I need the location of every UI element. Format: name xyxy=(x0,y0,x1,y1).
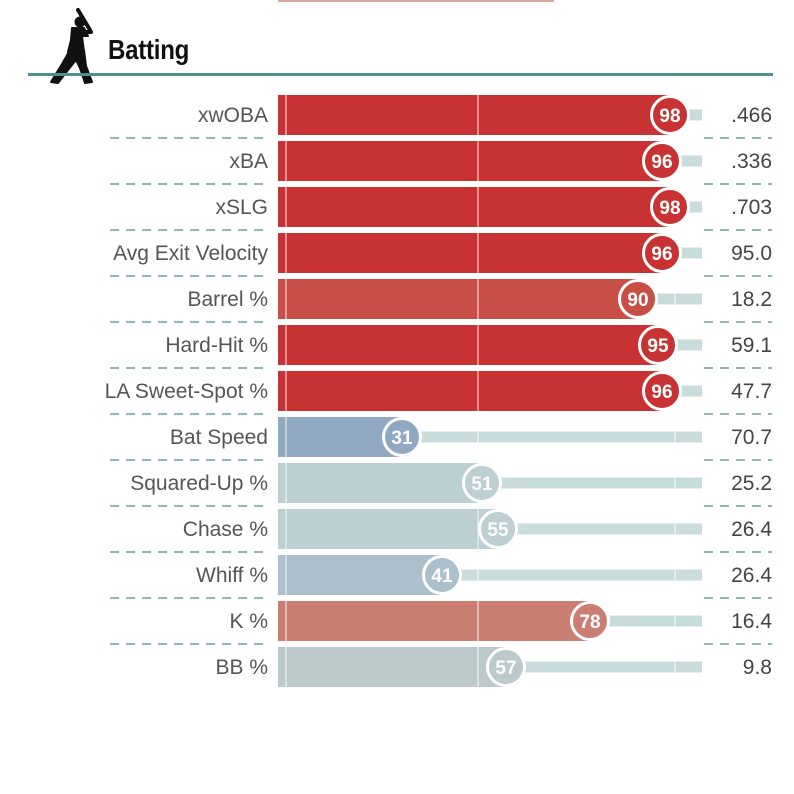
chart-row: 55 Chase % 26.4 xyxy=(183,509,772,549)
percentile-bar xyxy=(278,141,662,181)
chart-row: 98 xSLG .703 xyxy=(215,187,772,227)
percentile-bar xyxy=(278,279,638,319)
percentile-bar xyxy=(278,647,506,687)
percentile-marker xyxy=(618,279,658,319)
percentile-bar xyxy=(278,95,670,135)
chart-row: 96 xBA .336 xyxy=(229,141,772,181)
percentile-bar xyxy=(278,463,482,503)
chart-row: 78 K % 16.4 xyxy=(229,601,772,641)
percentile-marker xyxy=(462,463,502,503)
metric-value: 9.8 xyxy=(743,656,772,679)
percentile-label: 98 xyxy=(659,106,680,127)
percentile-label: 96 xyxy=(651,382,672,403)
metric-value: 18.2 xyxy=(731,288,772,311)
chart-row: 51 Squared-Up % 25.2 xyxy=(130,463,772,503)
metric-label: Bat Speed xyxy=(170,426,268,449)
percentile-marker xyxy=(486,647,526,687)
metric-label: LA Sweet-Spot % xyxy=(105,380,268,403)
percentile-bar xyxy=(278,187,670,227)
percentile-marker xyxy=(422,555,462,595)
row-separators xyxy=(110,137,772,645)
percentile-bar xyxy=(278,417,402,457)
percentile-marker xyxy=(642,141,682,181)
percentile-label: 55 xyxy=(487,520,509,541)
percentile-label: 96 xyxy=(651,244,672,265)
top-divider xyxy=(278,0,554,2)
metric-value: 95.0 xyxy=(731,242,772,265)
percentile-bar xyxy=(278,233,662,273)
metric-value: .466 xyxy=(731,104,772,127)
metric-label: xBA xyxy=(229,150,268,173)
header-rule xyxy=(28,73,773,76)
metric-value: .336 xyxy=(731,150,772,173)
percentile-bar xyxy=(278,509,498,549)
metric-label: Avg Exit Velocity xyxy=(113,242,268,265)
chart-row: 95 Hard-Hit % 59.1 xyxy=(165,325,772,365)
metric-label: Barrel % xyxy=(187,288,268,311)
metric-value: 47.7 xyxy=(731,380,772,403)
chart-row: 96 LA Sweet-Spot % 47.7 xyxy=(105,371,772,411)
percentile-label: 31 xyxy=(391,428,413,449)
percentile-marker xyxy=(642,371,682,411)
percentile-label: 57 xyxy=(495,658,516,679)
metric-label: Squared-Up % xyxy=(130,472,268,495)
chart-rows: 98 xwOBA .466 96 xBA .336 98 xSLG .703 96 Avg Exit… xyxy=(105,95,772,687)
percentile-label: 51 xyxy=(471,474,493,495)
metric-value: 26.4 xyxy=(731,518,772,541)
section-title: Batting xyxy=(108,34,190,65)
metric-label: xwOBA xyxy=(198,104,268,127)
percentile-marker xyxy=(650,187,690,227)
metric-value: 59.1 xyxy=(731,334,772,357)
metric-label: K % xyxy=(229,610,268,633)
metric-label: Hard-Hit % xyxy=(165,334,268,357)
metric-label: Chase % xyxy=(183,518,268,541)
metric-label: xSLG xyxy=(215,196,268,219)
percentile-marker xyxy=(478,509,518,549)
percentile-label: 96 xyxy=(651,152,672,173)
section-header: Batting xyxy=(28,0,774,84)
chart-row: 96 Avg Exit Velocity 95.0 xyxy=(113,233,772,273)
percentile-marker xyxy=(382,417,422,457)
percentile-bar xyxy=(278,325,658,365)
metric-label: BB % xyxy=(215,656,268,679)
percentile-bar xyxy=(278,371,662,411)
percentile-bar xyxy=(278,555,442,595)
percentile-marker xyxy=(642,233,682,273)
metric-label: Whiff % xyxy=(196,564,268,587)
metric-value: 26.4 xyxy=(731,564,772,587)
chart-row: 98 xwOBA .466 xyxy=(198,95,772,135)
percentile-label: 98 xyxy=(659,198,680,219)
percentile-marker xyxy=(570,601,610,641)
metric-value: 70.7 xyxy=(731,426,772,449)
chart-row: 90 Barrel % 18.2 xyxy=(187,279,772,319)
metric-value: 25.2 xyxy=(731,472,772,495)
percentile-marker xyxy=(650,95,690,135)
percentile-label: 41 xyxy=(431,566,453,587)
percentile-marker xyxy=(638,325,678,365)
chart-row: 57 BB % 9.8 xyxy=(215,647,772,687)
percentile-label: 90 xyxy=(627,290,648,311)
percentile-label: 78 xyxy=(579,612,600,633)
chart-row: 31 Bat Speed 70.7 xyxy=(170,417,772,457)
metric-value: .703 xyxy=(731,196,772,219)
chart-row: 41 Whiff % 26.4 xyxy=(196,555,772,595)
metric-value: 16.4 xyxy=(731,610,772,633)
percentile-label: 95 xyxy=(647,336,669,357)
percentile-bar xyxy=(278,601,590,641)
